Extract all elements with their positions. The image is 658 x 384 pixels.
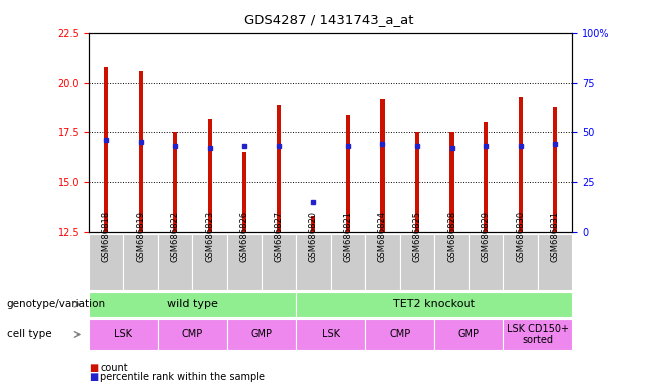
Bar [519, 96, 522, 232]
Text: LSK CD150+
sorted: LSK CD150+ sorted [507, 324, 569, 345]
Text: cell type: cell type [7, 329, 51, 339]
Text: GSM686818: GSM686818 [101, 211, 111, 262]
Bar [173, 132, 177, 232]
Bar [208, 119, 212, 232]
Bar [484, 122, 488, 232]
Text: LSK: LSK [114, 329, 132, 339]
Bar [277, 104, 281, 232]
Text: LSK: LSK [322, 329, 340, 339]
Text: GDS4287 / 1431743_a_at: GDS4287 / 1431743_a_at [244, 13, 414, 26]
Text: GSM686826: GSM686826 [240, 211, 249, 262]
Text: CMP: CMP [182, 329, 203, 339]
Bar [104, 66, 108, 232]
Bar [242, 152, 246, 232]
Text: genotype/variation: genotype/variation [7, 299, 106, 310]
Text: CMP: CMP [389, 329, 411, 339]
Text: GSM686829: GSM686829 [482, 211, 491, 262]
Text: percentile rank within the sample: percentile rank within the sample [100, 372, 265, 382]
Text: ■: ■ [89, 372, 98, 382]
Text: GSM686820: GSM686820 [309, 211, 318, 262]
Text: GSM686819: GSM686819 [136, 211, 145, 262]
Text: GSM686827: GSM686827 [274, 211, 284, 262]
Text: GSM686822: GSM686822 [170, 211, 180, 262]
Bar [311, 216, 315, 232]
Text: GMP: GMP [458, 329, 480, 339]
Bar [346, 114, 350, 232]
Bar [139, 71, 143, 232]
Text: ■: ■ [89, 363, 98, 373]
Text: GSM686830: GSM686830 [516, 211, 525, 262]
Text: GSM686828: GSM686828 [447, 211, 456, 262]
Text: count: count [100, 363, 128, 373]
Text: GSM686823: GSM686823 [205, 211, 215, 262]
Text: GSM686825: GSM686825 [413, 211, 422, 262]
Text: wild type: wild type [167, 299, 218, 310]
Bar [415, 132, 419, 232]
Text: TET2 knockout: TET2 knockout [393, 299, 475, 310]
Text: GSM686824: GSM686824 [378, 211, 387, 262]
Bar [553, 106, 557, 232]
Text: GSM686821: GSM686821 [343, 211, 353, 262]
Bar [449, 132, 453, 232]
Text: GSM686831: GSM686831 [551, 211, 560, 262]
Bar [380, 99, 384, 232]
Text: GMP: GMP [251, 329, 272, 339]
